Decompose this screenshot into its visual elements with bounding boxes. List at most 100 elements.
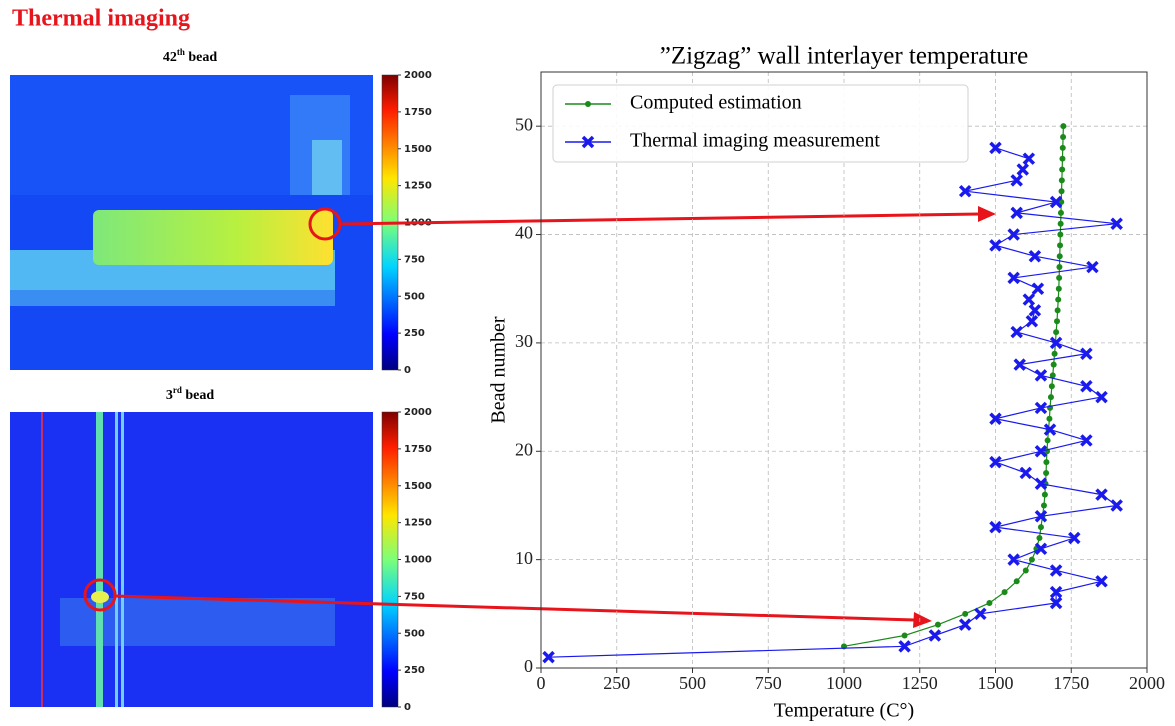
marker [1058,177,1065,184]
x-tick-label: 2000 [1129,673,1165,693]
colorbar-tick-label: 0 [404,365,411,376]
marker [1086,260,1099,274]
marker [901,632,908,639]
marker [1043,459,1050,466]
marker [958,184,972,198]
marker [1057,231,1064,238]
marker [898,640,911,653]
marker [1095,390,1108,404]
marker [1080,347,1093,360]
marker [1036,534,1043,541]
marker [958,618,972,631]
series-line [548,147,1119,658]
marker [928,629,942,642]
colorbar-tick-label: 1750 [404,107,432,118]
colorbar-tick-label: 500 [404,628,425,639]
marker [1049,372,1056,379]
colorbar-tick-label: 1250 [404,518,432,529]
legend-label: Thermal imaging measurement [630,130,880,152]
x-tick-label: 750 [755,673,782,693]
marker [986,599,993,606]
image-label: 42th bead [163,47,218,65]
marker [1016,163,1030,176]
marker [989,520,1002,534]
marker [1055,296,1062,303]
marker [1049,596,1063,610]
marker [1007,228,1020,241]
marker [1049,564,1063,577]
marker [1022,567,1029,574]
colorbar-tick-label: 750 [404,254,425,265]
marker [1053,329,1060,336]
marker [1080,434,1093,447]
x-tick-label: 1250 [902,673,938,693]
marker [989,239,1002,252]
marker [1058,188,1065,195]
marker [989,412,1002,426]
marker [1007,553,1020,566]
legend [552,84,969,163]
marker [1034,445,1048,458]
marker [1010,325,1023,339]
x-tick-label: 1750 [1053,673,1089,693]
marker [1046,415,1053,422]
marker [1095,575,1108,588]
legend-label: Computed estimation [630,92,802,114]
marker [1034,510,1048,523]
marker [1060,123,1067,130]
marker [1034,401,1048,415]
colorbar [381,411,399,708]
x-tick-label: 500 [679,673,706,693]
marker [1010,206,1023,220]
arrow [114,206,996,628]
marker [1080,380,1093,393]
image-number: 42 [163,50,177,65]
marker [581,135,595,149]
marker [1055,285,1062,292]
marker [934,621,941,628]
x-axis-label: Temperature (C°) [774,700,914,722]
marker [1060,134,1067,141]
marker [1068,531,1081,545]
image-number: 3 [166,388,173,403]
marker [1013,358,1026,371]
marker [1059,155,1066,162]
marker [1049,336,1063,350]
marker [1040,502,1047,509]
marker [1049,585,1063,599]
marker [974,607,987,621]
colorbar-tick-label: 1500 [404,144,432,155]
marker [1028,304,1042,317]
marker [1019,466,1033,480]
colorbar-tick-label: 750 [404,591,425,602]
colorbar-tick-label: 1750 [404,444,432,455]
y-tick-label: 50 [515,114,533,134]
x-tick-label: 0 [537,673,546,693]
marker [1056,274,1063,281]
marker [1056,264,1063,271]
colorbar-tick-label: 1000 [404,555,432,566]
marker [989,141,1002,155]
chart-title: ”Zigzag” wall interlayer temperature [660,43,1029,70]
plot-frame [540,71,1148,669]
marker [542,650,555,664]
marker [1110,499,1123,512]
marker [1056,253,1063,260]
marker [1057,242,1064,249]
colorbar-tick-label: 1250 [404,181,432,192]
y-tick-label: 10 [515,548,533,568]
marker [1095,488,1108,501]
colorbar-tick-label: 1500 [404,481,432,492]
x-tick-label: 250 [603,673,630,693]
marker [1022,293,1036,306]
marker [1010,174,1023,187]
marker [1025,314,1039,328]
y-axis-label: Bead number [488,316,510,424]
x-tick-label: 1500 [978,673,1014,693]
marker [1049,195,1063,209]
marker [1022,152,1036,165]
series-line [843,126,1064,647]
y-tick-label: 40 [515,223,533,243]
marker [1034,477,1048,491]
